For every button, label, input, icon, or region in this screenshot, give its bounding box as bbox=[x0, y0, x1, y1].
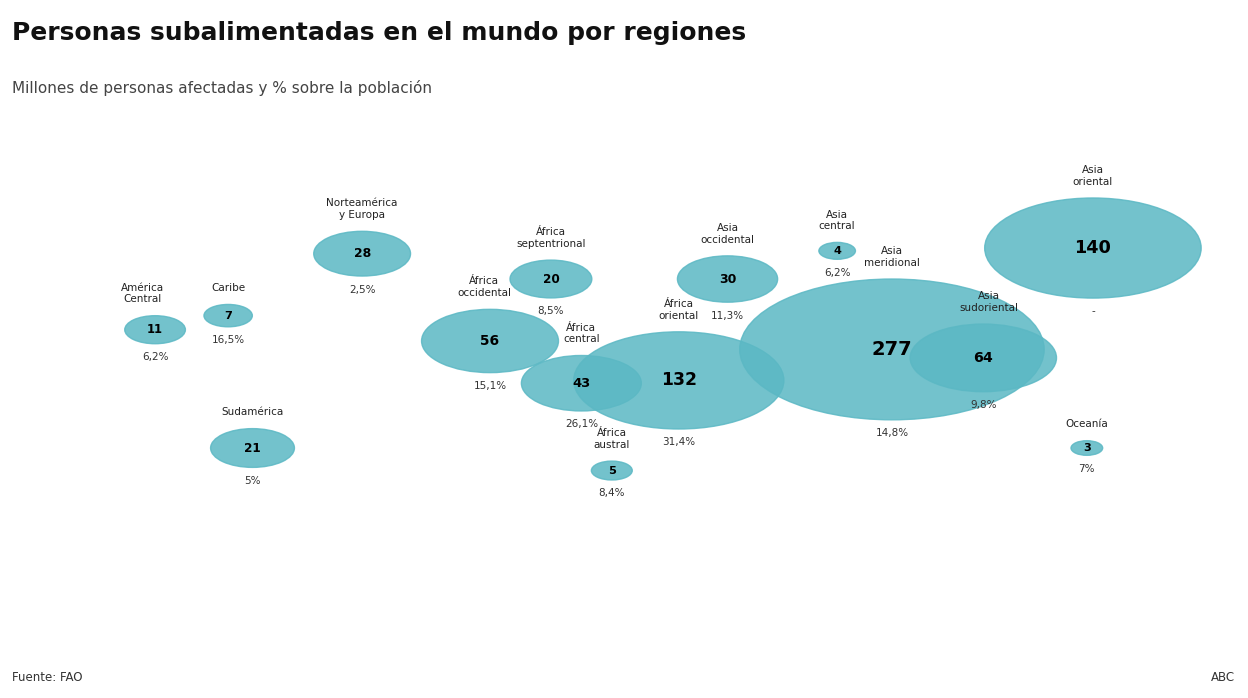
Text: 14,8%: 14,8% bbox=[875, 429, 909, 438]
Text: 5: 5 bbox=[608, 466, 615, 475]
Text: 11: 11 bbox=[147, 323, 163, 336]
Circle shape bbox=[313, 231, 411, 276]
Text: 6,2%: 6,2% bbox=[824, 268, 850, 278]
Text: África
central: África central bbox=[563, 322, 600, 344]
Circle shape bbox=[125, 315, 186, 343]
Text: Asia
meridional: Asia meridional bbox=[864, 246, 920, 268]
Circle shape bbox=[740, 279, 1045, 419]
Text: 7: 7 bbox=[225, 311, 232, 320]
Text: Asia
central: Asia central bbox=[819, 209, 855, 231]
Text: 43: 43 bbox=[573, 377, 590, 389]
Text: 64: 64 bbox=[973, 351, 993, 365]
Text: 20: 20 bbox=[543, 272, 559, 285]
Text: 8,5%: 8,5% bbox=[538, 306, 564, 316]
Text: África
occidental: África occidental bbox=[457, 276, 510, 298]
Text: 140: 140 bbox=[1075, 239, 1112, 257]
Circle shape bbox=[422, 309, 558, 373]
Text: África
septentrional: África septentrional bbox=[517, 228, 585, 248]
Text: 4: 4 bbox=[834, 246, 841, 256]
Text: 9,8%: 9,8% bbox=[970, 400, 997, 410]
Text: Personas subalimentadas en el mundo por regiones: Personas subalimentadas en el mundo por … bbox=[12, 21, 746, 45]
Text: 7%: 7% bbox=[1078, 463, 1094, 474]
Text: 31,4%: 31,4% bbox=[663, 438, 695, 447]
Circle shape bbox=[510, 260, 592, 298]
Text: África
austral: África austral bbox=[594, 428, 630, 450]
Text: Fuente: FAO: Fuente: FAO bbox=[12, 671, 82, 684]
Text: 56: 56 bbox=[480, 334, 499, 348]
Text: Oceanía: Oceanía bbox=[1066, 419, 1108, 429]
Text: Asia
oriental: Asia oriental bbox=[1073, 165, 1113, 186]
Circle shape bbox=[592, 461, 633, 480]
Text: 6,2%: 6,2% bbox=[142, 352, 168, 362]
Text: 132: 132 bbox=[660, 371, 696, 389]
Circle shape bbox=[985, 198, 1201, 298]
Text: -: - bbox=[1091, 306, 1094, 316]
Text: 8,4%: 8,4% bbox=[599, 489, 625, 498]
Text: Sudamérica: Sudamérica bbox=[221, 408, 283, 417]
Text: Asia
occidental: Asia occidental bbox=[700, 223, 755, 244]
Text: 15,1%: 15,1% bbox=[473, 381, 507, 391]
Text: 5%: 5% bbox=[245, 476, 261, 486]
Circle shape bbox=[203, 304, 252, 327]
Text: 3: 3 bbox=[1083, 443, 1091, 453]
Text: ABC: ABC bbox=[1212, 671, 1236, 684]
Text: 30: 30 bbox=[719, 272, 736, 285]
Text: América
Central: América Central bbox=[121, 283, 165, 304]
Text: Caribe: Caribe bbox=[211, 283, 245, 293]
Text: 26,1%: 26,1% bbox=[565, 419, 598, 429]
Text: 277: 277 bbox=[871, 340, 912, 359]
Circle shape bbox=[211, 429, 295, 468]
Text: 21: 21 bbox=[245, 442, 261, 454]
Circle shape bbox=[910, 324, 1057, 392]
Text: Asia
sudoriental: Asia sudoriental bbox=[960, 291, 1018, 313]
Circle shape bbox=[1071, 440, 1103, 455]
Text: 2,5%: 2,5% bbox=[349, 285, 376, 295]
Text: 16,5%: 16,5% bbox=[212, 335, 245, 346]
Text: 11,3%: 11,3% bbox=[711, 311, 744, 320]
Text: Norteamérica
y Europa: Norteamérica y Europa bbox=[327, 198, 398, 220]
Circle shape bbox=[678, 256, 778, 302]
Text: 28: 28 bbox=[353, 247, 371, 260]
Circle shape bbox=[522, 355, 641, 411]
Circle shape bbox=[819, 242, 855, 260]
Text: África
oriental: África oriental bbox=[659, 299, 699, 320]
Circle shape bbox=[574, 332, 784, 429]
Text: Millones de personas afectadas y % sobre la población: Millones de personas afectadas y % sobre… bbox=[12, 80, 433, 96]
